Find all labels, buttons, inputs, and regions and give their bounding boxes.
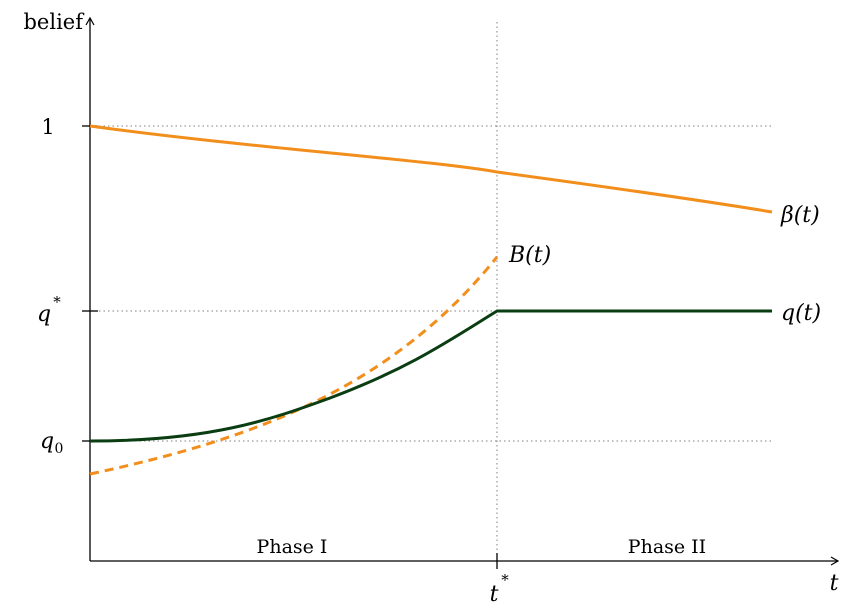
B-curve-label: B(t) xyxy=(508,243,551,268)
y-axis-label: belief xyxy=(23,10,85,34)
q-curve xyxy=(90,311,772,441)
svg-text:*: * xyxy=(501,571,509,589)
svg-text:*: * xyxy=(53,293,61,311)
beta-curve-label: β(t) xyxy=(780,203,820,228)
svg-text:q: q xyxy=(40,429,54,454)
q-curve-label: q(t) xyxy=(781,301,821,326)
beta-curve xyxy=(90,126,772,212)
x-axis-label: t xyxy=(830,571,839,596)
phase-two-label: Phase II xyxy=(628,536,706,558)
svg-text:0: 0 xyxy=(55,441,64,457)
phase-one-label: Phase I xyxy=(257,536,328,558)
svg-text:q: q xyxy=(37,302,51,327)
y-tick-label-one: 1 xyxy=(41,115,54,139)
y-tick-label-q0: q 0 xyxy=(40,429,64,457)
x-tick-label-t-star: t * xyxy=(490,571,510,607)
svg-text:t: t xyxy=(490,582,499,607)
y-tick-label-q-star: q * xyxy=(37,293,61,327)
